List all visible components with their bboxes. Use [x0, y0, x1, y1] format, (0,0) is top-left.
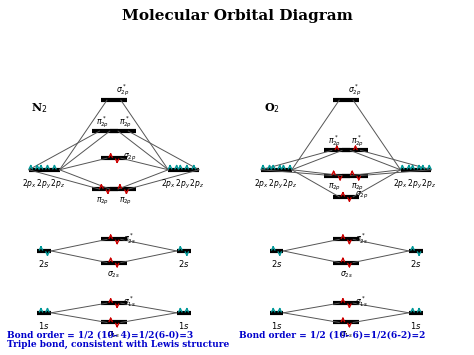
Text: $\sigma_{1s}$: $\sigma_{1s}$: [340, 329, 353, 340]
Text: $\pi^*_{2p}$: $\pi^*_{2p}$: [351, 134, 365, 149]
Text: $2s$: $2s$: [178, 258, 189, 269]
Text: $1s$: $1s$: [38, 320, 50, 331]
Text: $1s$: $1s$: [178, 320, 189, 331]
Text: $\sigma^*_{2p}$: $\sigma^*_{2p}$: [116, 82, 129, 98]
Text: Triple bond, consistent with Lewis structure: Triple bond, consistent with Lewis struc…: [7, 340, 229, 349]
Text: $2p_x\,2p_y\,2p_z$: $2p_x\,2p_y\,2p_z$: [254, 178, 297, 191]
Text: $2s$: $2s$: [271, 258, 282, 269]
Text: $2p_x\,2p_y\,2p_z$: $2p_x\,2p_y\,2p_z$: [22, 178, 65, 191]
Text: $2s$: $2s$: [410, 258, 421, 269]
Text: Bond order = 1/2 (10- 4)=1/2(6-0)=3: Bond order = 1/2 (10- 4)=1/2(6-0)=3: [7, 331, 193, 340]
Text: $\sigma^*_{1s}$: $\sigma^*_{1s}$: [123, 295, 136, 310]
Text: $\pi_{2p}$: $\pi_{2p}$: [351, 182, 365, 193]
Text: $\sigma_{2p}$: $\sigma_{2p}$: [123, 152, 137, 163]
Text: $2s$: $2s$: [38, 258, 50, 269]
Text: Bond order = 1/2 (10- 6)=1/2(6-2)=2: Bond order = 1/2 (10- 6)=1/2(6-2)=2: [239, 331, 426, 340]
Text: $\pi_{2p}$: $\pi_{2p}$: [119, 196, 132, 207]
Text: O$_2$: O$_2$: [264, 101, 280, 115]
Text: $1s$: $1s$: [271, 320, 282, 331]
Text: $\sigma^*_{2s}$: $\sigma^*_{2s}$: [356, 231, 368, 246]
Text: $\sigma_{2s}$: $\sigma_{2s}$: [108, 269, 120, 280]
Text: $\pi^*_{2p}$: $\pi^*_{2p}$: [328, 134, 341, 149]
Text: $2p_x\,2p_y\,2p_z$: $2p_x\,2p_y\,2p_z$: [161, 178, 204, 191]
Text: $\sigma_{2p}$: $\sigma_{2p}$: [356, 190, 369, 201]
Text: $\sigma^*_{2s}$: $\sigma^*_{2s}$: [123, 231, 136, 246]
Text: $\pi^*_{2p}$: $\pi^*_{2p}$: [119, 114, 132, 130]
Text: $\pi^*_{2p}$: $\pi^*_{2p}$: [96, 114, 109, 130]
Text: $\sigma^*_{1s}$: $\sigma^*_{1s}$: [356, 295, 368, 310]
Text: $\sigma_{1s}$: $\sigma_{1s}$: [108, 329, 120, 340]
Text: $2p_x\,2p_y\,2p_z$: $2p_x\,2p_y\,2p_z$: [393, 178, 437, 191]
Text: $\sigma_{2s}$: $\sigma_{2s}$: [340, 269, 353, 280]
Text: $1s$: $1s$: [410, 320, 421, 331]
Text: $\pi_{2p}$: $\pi_{2p}$: [328, 182, 341, 193]
Text: Molecular Orbital Diagram: Molecular Orbital Diagram: [121, 9, 353, 23]
Text: $\pi_{2p}$: $\pi_{2p}$: [96, 196, 109, 207]
Text: N$_2$: N$_2$: [31, 101, 48, 115]
Text: $\sigma^*_{2p}$: $\sigma^*_{2p}$: [348, 82, 362, 98]
